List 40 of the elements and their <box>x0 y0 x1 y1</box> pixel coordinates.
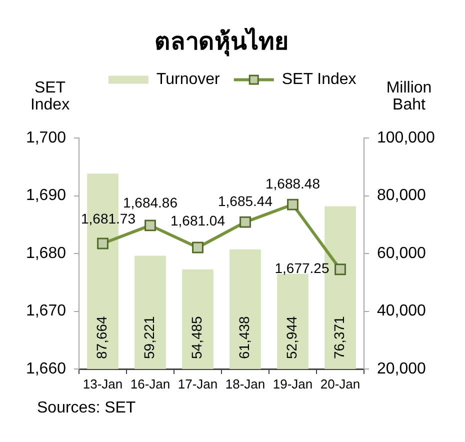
x-tick-label: 18-Jan <box>225 376 266 392</box>
chart-title: ตลาดหุ้นไทย <box>154 26 288 58</box>
data-label: 1,681.73 <box>81 210 136 226</box>
data-label: 1,681.04 <box>170 212 226 228</box>
point <box>334 264 346 276</box>
data-label: 52,944 <box>284 316 300 359</box>
y-tick-label: 1,680 <box>26 244 66 262</box>
y-tick-label: 1,690 <box>26 187 66 204</box>
y-axis-title: SET Index <box>30 79 70 114</box>
data-label: 76,371 <box>331 316 348 359</box>
y2-tick-label: 20,000 <box>377 360 426 378</box>
y2-tick-label: 40,000 <box>377 302 426 320</box>
data-label: 1,677.25 <box>274 260 330 276</box>
source-note: Sources: SET <box>37 399 136 416</box>
point <box>287 198 298 210</box>
data-label: 1,685.44 <box>218 192 273 209</box>
y2-tick-label: 100,000 <box>377 129 435 146</box>
point <box>144 220 156 232</box>
y2-axis-title: Million Baht <box>386 79 432 114</box>
point <box>240 216 251 228</box>
x-tick-label: 20-Jan <box>320 376 360 392</box>
data-label: 1,688.48 <box>266 175 320 192</box>
data-label: 54,485 <box>188 316 205 359</box>
y-tick-label: 1,670 <box>26 302 66 320</box>
point <box>97 238 108 250</box>
data-label: 1,684.86 <box>123 194 178 210</box>
data-label: 59,221 <box>141 316 158 359</box>
data-label: 61,438 <box>236 316 252 359</box>
y-tick-label: 1,660 <box>26 360 66 378</box>
y2-tick-label: 80,000 <box>377 187 426 204</box>
legend-label: SET Index <box>282 71 356 88</box>
x-tick-label: 17-Jan <box>178 376 218 392</box>
point <box>192 242 204 254</box>
data-label: 87,664 <box>94 316 110 359</box>
x-tick-label: 16-Jan <box>130 376 170 392</box>
x-tick-label: 13-Jan <box>82 376 123 392</box>
y2-tick-label: 60,000 <box>377 244 426 262</box>
y-tick-label: 1,700 <box>26 129 66 146</box>
x-tick-label: 19-Jan <box>272 376 313 392</box>
legend-label: Turnover <box>156 71 221 88</box>
